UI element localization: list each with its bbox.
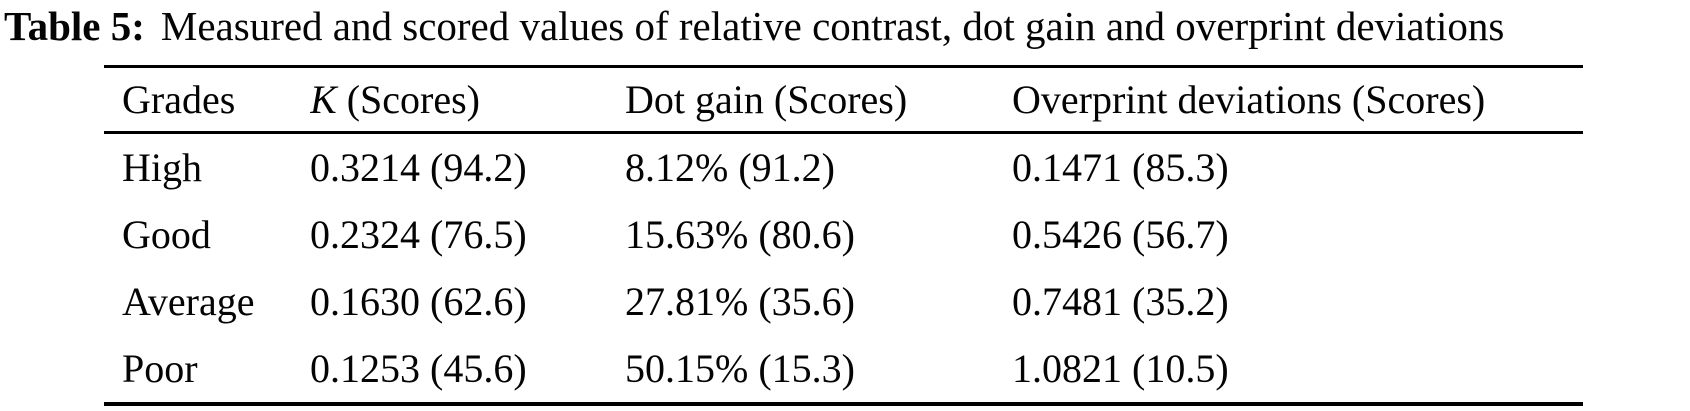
overprint-cell: 1.0821 (10.5) xyxy=(1012,346,1229,391)
table-row-high: High 0.3214 (94.2) 8.12% (91.2) 0.1471 (… xyxy=(104,134,1583,201)
table-row-average: Average 0.1630 (62.6) 27.81% (35.6) 0.74… xyxy=(104,268,1583,335)
k-value-cell: 0.3214 (94.2) xyxy=(310,145,527,190)
header-row: Grades K (Scores) Dot gain (Scores) Over… xyxy=(104,68,1583,134)
grade-cell: Good xyxy=(122,212,211,257)
caption-label: Table 5: xyxy=(4,3,145,49)
k-symbol: K xyxy=(310,77,337,122)
column-header-grades: Grades xyxy=(122,77,236,122)
k-value-cell: 0.1253 (45.6) xyxy=(310,346,527,391)
overprint-cell: 0.5426 (56.7) xyxy=(1012,212,1229,257)
data-table: Grades K (Scores) Dot gain (Scores) Over… xyxy=(104,65,1583,406)
caption-text: Measured and scored values of relative c… xyxy=(160,3,1505,49)
column-header-k-scores: K (Scores) xyxy=(310,77,480,122)
dot-gain-cell: 27.81% (35.6) xyxy=(625,279,855,324)
overprint-cell: 0.1471 (85.3) xyxy=(1012,145,1229,190)
k-value-cell: 0.2324 (76.5) xyxy=(310,212,527,257)
dot-gain-cell: 8.12% (91.2) xyxy=(625,145,835,190)
k-value-cell: 0.1630 (62.6) xyxy=(310,279,527,324)
grade-cell: Average xyxy=(122,279,255,324)
grade-cell: High xyxy=(122,145,202,190)
table-caption: Table 5: Measured and scored values of re… xyxy=(4,3,1688,50)
dot-gain-cell: 50.15% (15.3) xyxy=(625,346,855,391)
table-row-poor: Poor 0.1253 (45.6) 50.15% (15.3) 1.0821 … xyxy=(104,335,1583,402)
grade-cell: Poor xyxy=(122,346,198,391)
overprint-cell: 0.7481 (35.2) xyxy=(1012,279,1229,324)
table-row-good: Good 0.2324 (76.5) 15.63% (80.6) 0.5426 … xyxy=(104,201,1583,268)
dot-gain-cell: 15.63% (80.6) xyxy=(625,212,855,257)
column-header-overprint-deviations: Overprint deviations (Scores) xyxy=(1012,77,1486,122)
column-header-dot-gain: Dot gain (Scores) xyxy=(625,77,908,122)
